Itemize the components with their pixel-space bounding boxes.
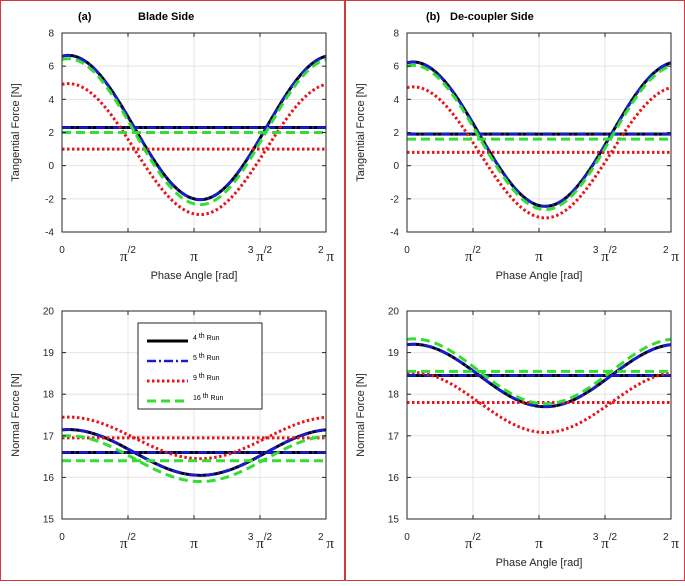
y-tick-label: 17 bbox=[43, 431, 55, 442]
x-tick-label: 0 bbox=[59, 532, 65, 543]
y-tick-label: 8 bbox=[393, 29, 399, 40]
x-tick-label: 2 π bbox=[318, 245, 334, 265]
panel-title-a: Blade Side bbox=[138, 11, 194, 23]
panel-label-a: (a) bbox=[78, 11, 92, 23]
x-tick-label: π/2 bbox=[465, 532, 481, 552]
x-tick-label: π/2 bbox=[120, 245, 136, 265]
plot-4: 15 16 17 18 19 20 0 π/2 π 3 π/2 2 π Phase Angle [ra… bbox=[355, 307, 679, 570]
x-tick-label: 0 bbox=[59, 245, 65, 256]
legend-item-run-9: 9 th Run bbox=[147, 373, 220, 383]
series-curve-run-16 bbox=[61, 57, 327, 207]
x-tick-label: 2 π bbox=[663, 532, 679, 552]
legend-label: 4 th Run bbox=[193, 333, 220, 342]
x-tick-label: π bbox=[535, 536, 543, 552]
series-curve-run-16 bbox=[61, 434, 327, 484]
panel-label-b: (b) bbox=[426, 11, 440, 23]
y-tick-label: 2 bbox=[393, 128, 399, 139]
x-tick-label: 0 bbox=[404, 532, 410, 543]
y-tick-label: 16 bbox=[43, 473, 55, 484]
y-tick-label: 6 bbox=[48, 62, 54, 73]
y-axis-label: Normal Force [N] bbox=[10, 373, 22, 457]
legend-item-run-4: 4 th Run bbox=[147, 333, 220, 343]
y-tick-label: 2 bbox=[48, 128, 54, 139]
x-tick-label: 3 π/2 bbox=[248, 245, 273, 265]
x-tick-label: 0 bbox=[404, 245, 410, 256]
legend-label: 5 th Run bbox=[193, 353, 220, 362]
series-curve-run-9 bbox=[61, 82, 327, 217]
panel-header-a: (a) Blade Side bbox=[78, 11, 194, 23]
y-axis-label: Normal Force [N] bbox=[355, 373, 367, 457]
series-curve-run-9 bbox=[406, 85, 672, 220]
x-tick-label: 3 π/2 bbox=[248, 532, 273, 552]
x-axis-label: Phase Angle [rad] bbox=[496, 557, 583, 569]
legend-item-run-5: 5 th Run bbox=[147, 353, 220, 363]
x-tick-label: π/2 bbox=[120, 532, 136, 552]
x-tick-label: 2 π bbox=[318, 532, 334, 552]
y-axis-label: Tangential Force [N] bbox=[355, 83, 367, 181]
x-tick-label: π bbox=[190, 249, 198, 265]
panel-header-b: (b) De-coupler Side bbox=[426, 11, 534, 23]
x-tick-label: π bbox=[190, 536, 198, 552]
series-curve-run-5 bbox=[406, 60, 672, 208]
legend-box bbox=[137, 322, 263, 410]
panel-title-b: De-coupler Side bbox=[450, 11, 534, 23]
series-curve-run-5 bbox=[61, 54, 327, 201]
y-tick-label: 8 bbox=[48, 29, 54, 40]
x-axis-label: Phase Angle [rad] bbox=[151, 270, 238, 282]
x-tick-label: 2 π bbox=[663, 245, 679, 265]
y-tick-label: 17 bbox=[388, 431, 400, 442]
y-tick-label: 20 bbox=[43, 307, 55, 318]
y-tick-label: 4 bbox=[393, 95, 399, 106]
y-tick-label: 19 bbox=[388, 348, 400, 359]
series-curve-run-9 bbox=[406, 371, 672, 434]
y-tick-label: -2 bbox=[45, 194, 54, 205]
legend: 4 th Run 5 th Run 9 th Run 16 th Run bbox=[137, 322, 263, 410]
x-axis-label: Phase Angle [rad] bbox=[496, 270, 583, 282]
plots: -4 -2 0 2 4 6 8 0 π/2 π 3 π/2 2 π Phase Angle [rad] T… bbox=[10, 29, 679, 570]
series-curve-run-9 bbox=[61, 415, 327, 461]
plot-2: -4 -2 0 2 4 6 8 0 π/2 π 3 π/2 2 π Phase Angle [rad] T… bbox=[355, 29, 679, 283]
legend-label: 9 th Run bbox=[193, 373, 220, 382]
x-tick-label: 3 π/2 bbox=[593, 532, 618, 552]
x-tick-label: π/2 bbox=[465, 245, 481, 265]
y-tick-label: 0 bbox=[393, 161, 399, 172]
y-tick-label: 15 bbox=[43, 515, 55, 526]
y-axis-label: Tangential Force [N] bbox=[10, 83, 22, 181]
series-curve-run-16 bbox=[406, 63, 672, 212]
series-curve-run-5 bbox=[61, 428, 327, 477]
y-tick-label: -2 bbox=[390, 194, 399, 205]
y-tick-label: 4 bbox=[48, 95, 54, 106]
y-tick-label: 18 bbox=[388, 390, 400, 401]
y-tick-label: 19 bbox=[43, 348, 55, 359]
series-curve-run-5 bbox=[406, 342, 672, 408]
y-tick-label: 6 bbox=[393, 62, 399, 73]
x-tick-label: 3 π/2 bbox=[593, 245, 618, 265]
y-tick-label: -4 bbox=[390, 228, 399, 239]
y-tick-label: 16 bbox=[388, 473, 400, 484]
x-tick-label: π bbox=[535, 249, 543, 265]
y-tick-label: -4 bbox=[45, 228, 54, 239]
y-tick-label: 15 bbox=[388, 515, 400, 526]
series-curve-run-16 bbox=[406, 337, 672, 406]
y-tick-label: 18 bbox=[43, 390, 55, 401]
legend-item-run-16: 16 th Run bbox=[147, 393, 223, 403]
legend-label: 16 th Run bbox=[193, 393, 223, 402]
y-tick-label: 0 bbox=[48, 161, 54, 172]
y-tick-label: 20 bbox=[388, 307, 400, 318]
plot-1: -4 -2 0 2 4 6 8 0 π/2 π 3 π/2 2 π Phase Angle [rad] T… bbox=[10, 29, 334, 283]
